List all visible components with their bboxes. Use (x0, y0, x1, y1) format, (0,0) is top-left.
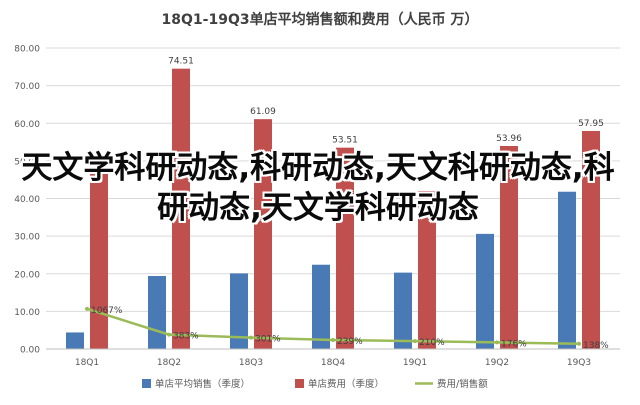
y-tick-label: 60.00 (14, 120, 40, 130)
ratio-point (577, 341, 581, 346)
bar-sales (66, 332, 84, 349)
bar-sales (312, 264, 330, 349)
legend-swatch (142, 379, 151, 388)
bar-sales (230, 273, 248, 349)
ratio-data-label: 1067% (91, 306, 123, 316)
x-tick-label: 18Q2 (157, 358, 181, 368)
x-tick-label: 19Q3 (567, 358, 591, 368)
y-tick-label: 0.00 (20, 346, 40, 356)
bar-data-label: 74.51 (168, 57, 194, 67)
legend-swatch (295, 379, 304, 388)
y-tick-label: 40.00 (14, 195, 40, 205)
bar-cost (90, 170, 108, 349)
y-tick-label: 30.00 (14, 233, 40, 243)
bar-sales (148, 276, 166, 349)
bar-cost (582, 130, 600, 349)
x-tick-label: 18Q1 (75, 358, 99, 368)
legend-label: 单店平均销售（季度） (155, 378, 250, 390)
y-tick-label: 10.00 (14, 308, 40, 318)
chart-title: 18Q1-19Q3单店平均销售额和费用（人民币 万） (162, 11, 479, 28)
bar-sales (394, 272, 412, 349)
ratio-data-label: 239% (337, 337, 363, 347)
ratio-point (249, 335, 253, 340)
y-tick-label: 50.00 (14, 157, 40, 167)
bar-data-label: 53.51 (332, 136, 358, 146)
bar-cost (336, 147, 354, 349)
ratio-data-label: 301% (255, 335, 281, 345)
y-tick-label: 80.00 (14, 45, 40, 55)
ratio-point (167, 332, 171, 337)
legend-label: 单店费用（季度） (308, 378, 384, 390)
x-tick-label: 18Q4 (321, 358, 346, 368)
ratio-data-label: 383% (173, 332, 199, 342)
bar-cost (500, 145, 518, 349)
bar-sales (558, 191, 576, 349)
ratio-point (331, 338, 335, 343)
overlay-text: 天文学科研动态,科研动态,天文科研动态,科研动态,天文学科研动态 (21, 150, 615, 226)
ratio-data-label: 176% (501, 339, 527, 349)
bar-cost (254, 119, 272, 350)
bar-cost (172, 68, 190, 349)
ratio-point (85, 306, 89, 311)
bar-data-label: 57.95 (578, 119, 604, 129)
y-tick-label: 70.00 (14, 82, 40, 92)
x-tick-label: 18Q3 (239, 358, 263, 368)
bar-data-label: 61.09 (250, 107, 276, 117)
legend-label: 费用/销售额 (437, 378, 488, 390)
ratio-point (413, 339, 417, 344)
bar-sales (476, 233, 494, 349)
x-tick-label: 19Q2 (485, 358, 509, 368)
y-tick-label: 20.00 (14, 270, 40, 280)
ratio-point (495, 340, 499, 345)
x-tick-label: 19Q1 (403, 358, 427, 368)
bar-data-label: 53.96 (496, 134, 522, 144)
ratio-data-label: 210% (419, 338, 445, 348)
ratio-data-label: 138% (583, 341, 609, 351)
bar-cost (418, 190, 436, 349)
